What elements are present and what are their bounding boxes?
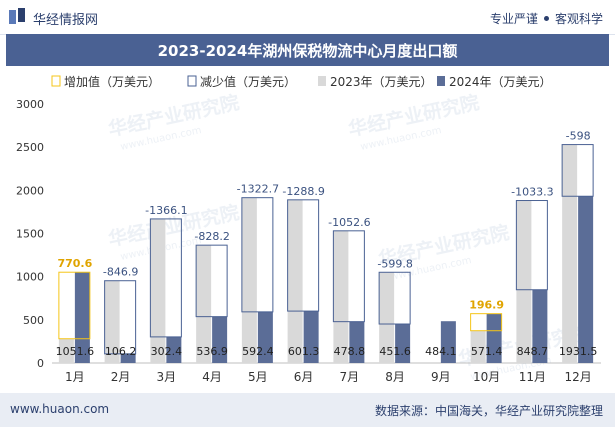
- slogan-right: 客观科学: [554, 12, 603, 26]
- bar-2024: [212, 316, 228, 363]
- bar-2023: [104, 280, 120, 363]
- bar-2024: [395, 324, 411, 363]
- bar-2023: [516, 200, 532, 363]
- x-tick-label: 11月: [519, 370, 546, 384]
- decrease-outline: [241, 197, 274, 313]
- change-label: -1033.3: [511, 186, 553, 199]
- decrease-outline: [561, 144, 594, 197]
- bar-2023: [562, 144, 578, 363]
- bar-2023: [241, 197, 257, 363]
- chart-title: 2023-2024年湖州保税物流中心月度出口额: [6, 34, 609, 66]
- decrease-outline: [149, 218, 182, 338]
- slogan: 专业严谨 客观科学: [490, 10, 603, 27]
- change-label: -1052.6: [328, 216, 370, 229]
- footer-source: 数据来源：中国海关，华经产业研究院整理: [374, 404, 603, 418]
- change-label: -828.2: [194, 230, 229, 243]
- legend-label: 减少值（万美元）: [200, 74, 296, 89]
- top-header-bar: 华经情报网 专业严谨 客观科学: [0, 0, 615, 35]
- footer: www.huaon.com 数据来源：中国海关，华经产业研究院整理: [0, 393, 615, 427]
- legend-swatch: [318, 76, 326, 86]
- legend-label: 2023年（万美元）: [330, 75, 433, 89]
- x-tick-label: 2月: [111, 370, 131, 384]
- change-label: -599.8: [377, 257, 412, 270]
- bar-2023: [470, 330, 486, 363]
- bar-2024: [349, 321, 365, 363]
- change-label: -846.9: [103, 266, 138, 279]
- value-label: 106.2: [105, 345, 137, 358]
- x-tick-label: 1月: [65, 370, 85, 384]
- slogan-dot: [543, 16, 549, 21]
- y-tick-label: 500: [23, 314, 44, 327]
- footer-url: www.huaon.com: [10, 402, 110, 416]
- value-label: 571.4: [471, 345, 503, 358]
- increase-outline: [470, 313, 503, 332]
- value-label: 848.7: [517, 345, 549, 358]
- x-tick-label: 3月: [157, 370, 177, 384]
- x-tick-label: 12月: [564, 370, 591, 384]
- value-label: 536.9: [196, 345, 228, 358]
- bar-2024: [120, 353, 136, 363]
- x-tick-label: 7月: [340, 370, 360, 384]
- legend-swatch: [437, 76, 445, 86]
- y-tick-label: 3000: [16, 98, 44, 111]
- bar-2023: [379, 272, 395, 363]
- x-tick-label: 9月: [431, 370, 451, 384]
- y-tick-label: 1500: [16, 228, 44, 241]
- bar-2024: [74, 272, 90, 363]
- decrease-outline: [515, 200, 548, 291]
- legend-swatch: [51, 75, 61, 87]
- decrease-outline: [195, 244, 228, 318]
- value-label: 592.4: [242, 345, 274, 358]
- x-tick-label: 8月: [385, 370, 405, 384]
- bar-2023: [196, 245, 212, 363]
- change-label: 196.9: [469, 299, 504, 312]
- bar-2024: [578, 196, 594, 363]
- bar-2024: [486, 313, 502, 363]
- decrease-outline: [104, 280, 137, 355]
- y-tick-label: 2500: [16, 141, 44, 154]
- change-label: -1366.1: [145, 204, 187, 217]
- value-label: 302.4: [151, 345, 183, 358]
- slogan-left: 专业严谨: [489, 12, 538, 26]
- change-label: -598: [566, 130, 591, 143]
- value-label: 484.1: [425, 345, 457, 358]
- legend-label: 2024年（万美元）: [449, 75, 552, 89]
- bar-2023: [150, 218, 166, 363]
- legend-label: 增加值（万美元）: [64, 74, 160, 89]
- bar-2024: [440, 321, 456, 363]
- bar-2024: [303, 311, 319, 363]
- change-label: -1288.9: [282, 185, 324, 198]
- legend-swatch: [187, 75, 197, 87]
- change-label: -1322.7: [237, 183, 279, 196]
- logo-icon: [9, 8, 25, 24]
- x-tick-label: 5月: [248, 370, 268, 384]
- y-tick-label: 0: [37, 357, 44, 370]
- bar-2024: [257, 311, 273, 363]
- y-tick-label: 1000: [16, 271, 44, 284]
- decrease-outline: [332, 230, 365, 323]
- change-label: 770.6: [57, 257, 92, 270]
- x-tick-label: 4月: [202, 370, 222, 384]
- decrease-outline: [287, 199, 320, 312]
- value-label: 451.6: [379, 345, 411, 358]
- value-label: 1051.6: [56, 345, 95, 358]
- value-label: 478.8: [334, 345, 366, 358]
- decrease-outline: [378, 271, 411, 325]
- bar-2024: [166, 336, 182, 363]
- bar-2023: [333, 230, 349, 363]
- x-tick-label: 6月: [294, 370, 314, 384]
- value-label: 1931.5: [559, 345, 598, 358]
- bar-2024: [532, 289, 548, 363]
- bar-2023: [287, 199, 303, 363]
- bar-2023: [58, 338, 74, 363]
- value-label: 601.3: [288, 345, 320, 358]
- increase-outline: [58, 271, 91, 340]
- y-tick-label: 2000: [16, 184, 44, 197]
- site-name: 华经情报网: [33, 13, 99, 28]
- x-tick-label: 10月: [473, 370, 500, 384]
